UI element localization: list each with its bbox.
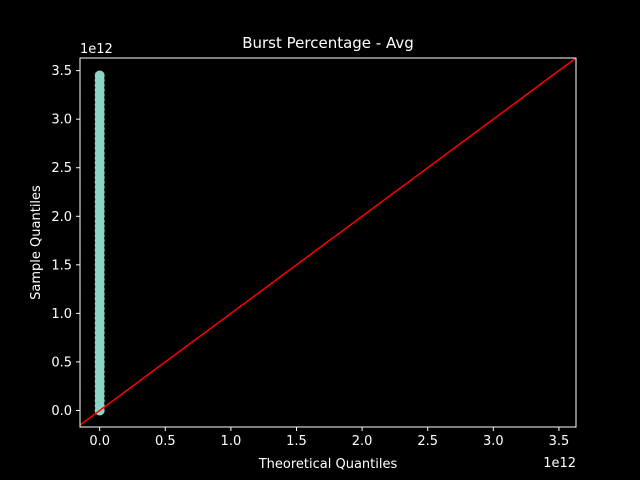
x-tick-label: 3.5 <box>549 434 570 449</box>
x-tick-label: 0.5 <box>155 434 176 449</box>
y-axis-label: Sample Quantiles <box>29 185 44 300</box>
y-tick-label: 3.5 <box>51 64 72 79</box>
data-point <box>94 70 105 81</box>
x-tick-label: 2.5 <box>417 434 438 449</box>
y-tick-label: 1.0 <box>51 307 72 322</box>
y-tick-label: 0.0 <box>51 404 72 419</box>
chart-title: Burst Percentage - Avg <box>242 34 414 52</box>
sample-points <box>94 70 105 416</box>
x-tick-label: 2.0 <box>352 434 373 449</box>
y-tick-label: 2.5 <box>51 161 72 176</box>
y-tick-label: 1.5 <box>51 258 72 273</box>
x-tick-label: 1.0 <box>221 434 242 449</box>
x-axis-ticks: 0.0 0.5 1.0 1.5 2.0 2.5 3.0 3.5 <box>89 427 569 449</box>
x-tick-label: 3.0 <box>483 434 504 449</box>
x-tick-label: 1.5 <box>286 434 307 449</box>
axes-frame <box>79 57 577 428</box>
x-axis-offset-label: 1e12 <box>543 456 576 471</box>
y-tick-label: 0.5 <box>51 355 72 370</box>
reference-line-layer <box>79 57 577 426</box>
y-tick-label: 2.0 <box>51 210 72 225</box>
reference-line <box>79 57 577 426</box>
y-tick-label: 3.0 <box>51 113 72 128</box>
x-tick-label: 0.0 <box>89 434 110 449</box>
y-axis-ticks: 0.0 0.5 1.0 1.5 2.0 2.5 3.0 3.5 <box>51 64 80 419</box>
x-axis-label: Theoretical Quantiles <box>258 457 398 472</box>
y-axis-offset-label: 1e12 <box>80 42 113 57</box>
